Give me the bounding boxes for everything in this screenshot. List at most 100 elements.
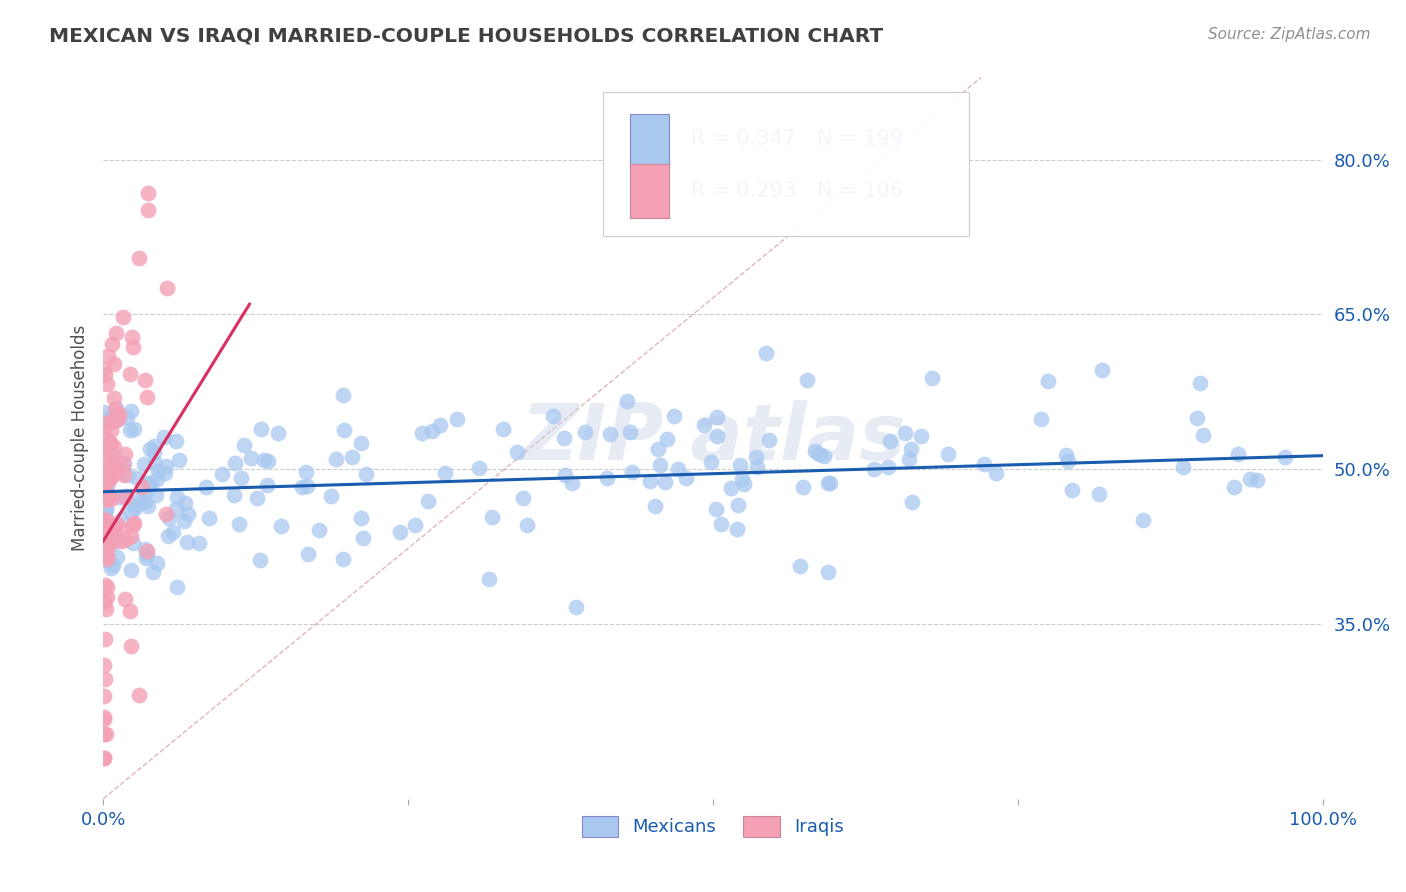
Point: [94, 492, 117, 507]
Point: [758, 433, 780, 447]
Point: [388, 524, 411, 539]
Point: [104, 402, 127, 417]
Point: [93, 440, 115, 454]
Point: [115, 409, 138, 424]
Point: [142, 439, 165, 453]
Point: [1088, 487, 1111, 501]
Point: [1189, 376, 1212, 390]
Point: [93, 511, 115, 525]
Point: [733, 476, 755, 491]
Point: [267, 425, 290, 440]
Point: [93, 530, 115, 544]
Point: [270, 519, 292, 533]
Point: [134, 542, 156, 557]
Point: [93, 690, 115, 704]
Point: [325, 452, 347, 467]
Point: [257, 454, 280, 468]
Point: [650, 458, 672, 472]
Text: R = 0.293: R = 0.293: [690, 181, 796, 202]
Point: [157, 510, 180, 524]
Point: [93, 411, 115, 425]
Point: [93, 750, 115, 764]
Point: [693, 418, 716, 433]
Point: [404, 517, 426, 532]
Point: [654, 475, 676, 489]
Point: [166, 490, 188, 504]
Point: [516, 517, 538, 532]
Point: [94, 463, 117, 477]
Point: [728, 458, 751, 473]
Point: [561, 476, 583, 491]
Point: [297, 548, 319, 562]
Point: [446, 412, 468, 426]
Point: [1246, 473, 1268, 487]
Point: [94, 516, 117, 531]
Point: [308, 524, 330, 538]
Point: [416, 494, 439, 508]
Point: [467, 461, 489, 475]
Point: [93, 486, 115, 500]
Point: [256, 477, 278, 491]
Point: [332, 388, 354, 402]
Point: [132, 457, 155, 471]
Point: [706, 429, 728, 443]
Point: [100, 437, 122, 451]
Point: [128, 251, 150, 265]
Point: [139, 442, 162, 457]
Point: [93, 530, 115, 544]
Point: [93, 727, 115, 741]
Point: [804, 444, 827, 458]
Point: [98, 458, 121, 473]
Point: [105, 401, 128, 415]
Point: [134, 487, 156, 501]
Point: [910, 429, 932, 443]
Point: [188, 536, 211, 550]
Point: [100, 491, 122, 506]
Point: [104, 466, 127, 480]
Point: [1274, 450, 1296, 464]
Point: [901, 495, 924, 509]
Point: [986, 466, 1008, 480]
Point: [1091, 363, 1114, 377]
Point: [142, 565, 165, 579]
Point: [725, 522, 748, 536]
Point: [657, 432, 679, 446]
Point: [921, 370, 943, 384]
Point: [94, 727, 117, 741]
Point: [93, 710, 115, 724]
Point: [194, 480, 217, 494]
Point: [111, 523, 134, 537]
Point: [98, 472, 121, 486]
Point: [94, 503, 117, 517]
Bar: [630, 113, 669, 168]
Point: [1029, 412, 1052, 426]
Y-axis label: Married-couple Households: Married-couple Households: [72, 325, 89, 551]
Point: [96, 549, 118, 563]
Point: [129, 491, 152, 506]
Point: [246, 491, 269, 505]
Point: [135, 390, 157, 404]
Point: [93, 416, 115, 430]
Point: [792, 480, 814, 494]
Point: [100, 414, 122, 428]
Point: [176, 535, 198, 549]
Point: [973, 457, 995, 471]
Point: [478, 572, 501, 586]
Point: [167, 453, 190, 467]
Point: [94, 520, 117, 534]
Point: [97, 472, 120, 486]
Point: [93, 476, 115, 491]
Point: [96, 517, 118, 532]
Point: [745, 450, 768, 464]
Point: [291, 480, 314, 494]
Point: [1185, 411, 1208, 425]
Point: [93, 470, 115, 484]
Point: [938, 447, 960, 461]
Point: [755, 346, 778, 360]
Point: [94, 516, 117, 530]
Point: [96, 533, 118, 548]
Point: [173, 514, 195, 528]
Point: [93, 515, 115, 529]
Point: [94, 632, 117, 646]
Point: [145, 487, 167, 501]
